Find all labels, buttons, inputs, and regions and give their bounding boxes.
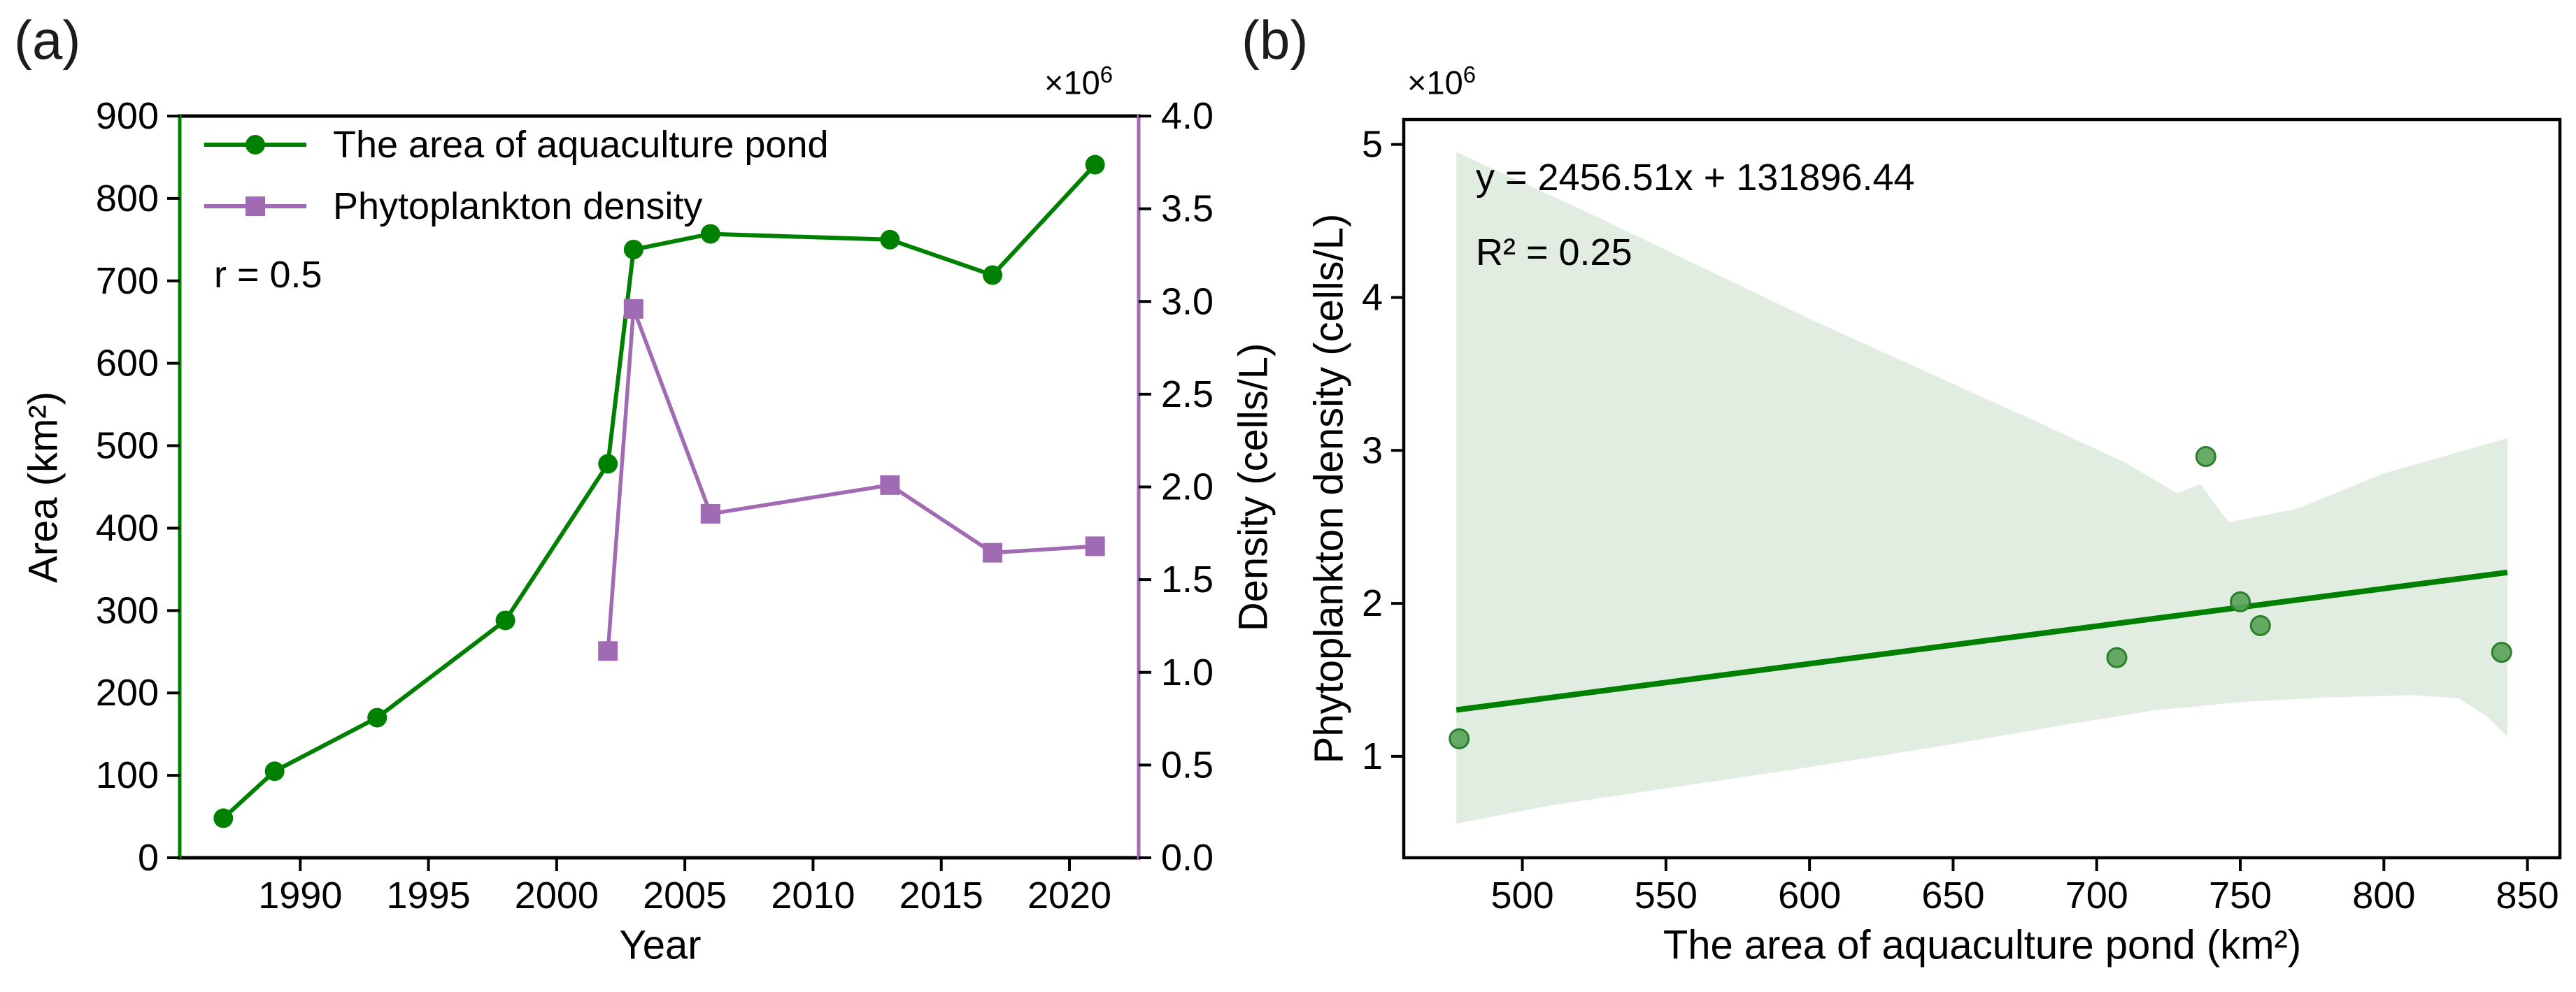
legend-line-circle-icon	[204, 135, 306, 154]
x-axis-label-a: Year	[619, 922, 702, 968]
svg-text:4.0: 4.0	[1161, 95, 1214, 137]
scatter-point-marker	[2491, 642, 2512, 663]
svg-text:0: 0	[138, 837, 159, 879]
svg-text:600: 600	[96, 343, 159, 384]
panel-b-scatter-chart: 1 2 3 4 5 500 550 600 650 700 750 800 850	[1362, 117, 2562, 916]
svg-text:200: 200	[96, 672, 159, 714]
area-point-marker	[213, 808, 234, 828]
legend-item-density: Phytoplankton density	[203, 175, 829, 237]
svg-text:2015: 2015	[899, 875, 983, 916]
y-axis-ticks-b: 1 2 3 4 5	[1362, 124, 1404, 777]
axis-b-offset-text: ×106	[1407, 62, 1476, 102]
y-axis-label-a-left: Area (km²)	[20, 391, 66, 583]
svg-text:1.5: 1.5	[1161, 559, 1214, 601]
r-squared-annotation: R² = 0.25	[1476, 231, 1632, 273]
density-point-marker	[598, 641, 618, 661]
scatter-point-marker	[2230, 591, 2251, 612]
area-point-marker	[700, 224, 720, 244]
svg-text:1: 1	[1362, 735, 1383, 777]
legend: The area of aquaculture pond Phytoplankt…	[203, 114, 829, 237]
density-point-marker	[623, 299, 643, 319]
svg-text:800: 800	[2352, 875, 2415, 916]
scatter-point-marker	[1449, 728, 1470, 749]
svg-text:600: 600	[1778, 875, 1841, 916]
regression-line	[1456, 569, 2508, 713]
legend-item-area: The area of aquaculture pond	[203, 114, 829, 175]
density-point-marker	[983, 542, 1003, 563]
area-point-marker	[367, 707, 387, 728]
y-axis-label-a-right: Density (cells/L)	[1230, 343, 1276, 632]
svg-text:0.0: 0.0	[1161, 837, 1214, 879]
offset-base-a: ×10	[1044, 64, 1100, 101]
svg-text:0.5: 0.5	[1161, 744, 1214, 786]
x-axis-label-b: The area of aquaculture pond (km²)	[1663, 922, 2302, 968]
svg-text:750: 750	[2209, 875, 2272, 916]
density-point-marker	[700, 503, 720, 524]
svg-text:300: 300	[96, 589, 159, 631]
area-point-marker	[983, 265, 1003, 285]
svg-text:2010: 2010	[771, 875, 855, 916]
svg-text:700: 700	[96, 260, 159, 302]
scatter-point-marker	[2106, 647, 2128, 668]
y-axis-ticks-a-left: 0 100 200 300 400 500 600 700 800 900	[96, 95, 180, 879]
scatter-point-marker	[2195, 446, 2216, 468]
area-line-series	[213, 154, 1105, 828]
legend-label-density: Phytoplankton density	[333, 185, 703, 227]
area-point-marker	[623, 239, 643, 259]
x-axis-ticks-b: 500 550 600 650 700 750 800 850	[1491, 858, 2559, 916]
svg-text:3.0: 3.0	[1161, 280, 1214, 322]
svg-text:850: 850	[2496, 875, 2559, 916]
area-point-marker	[880, 229, 900, 250]
legend-line-square-icon	[204, 196, 306, 216]
svg-text:100: 100	[96, 754, 159, 796]
offset-exp-a: 6	[1100, 62, 1113, 87]
scatter-point-marker	[2249, 614, 2271, 636]
svg-text:2.0: 2.0	[1161, 466, 1214, 508]
axes-frame-b	[1402, 117, 2562, 860]
svg-text:1995: 1995	[387, 875, 471, 916]
y-axis-label-b: Phytoplankton density (cells/L)	[1306, 213, 1352, 764]
svg-text:2020: 2020	[1027, 875, 1111, 916]
svg-text:1.0: 1.0	[1161, 652, 1214, 693]
svg-text:3: 3	[1362, 429, 1383, 471]
svg-text:3.5: 3.5	[1161, 188, 1214, 230]
svg-text:2005: 2005	[643, 875, 727, 916]
panel-a-letter: (a)	[14, 9, 81, 71]
svg-text:800: 800	[96, 178, 159, 220]
density-point-marker	[880, 475, 900, 495]
correlation-annotation: r = 0.5	[214, 254, 322, 296]
offset-base-b: ×10	[1407, 64, 1463, 101]
legend-label-area: The area of aquaculture pond	[333, 124, 829, 166]
regression-equation: y = 2456.51x + 131896.44	[1476, 157, 1915, 199]
svg-text:5: 5	[1362, 124, 1383, 166]
axis-a-right-offset-text: ×106	[1044, 62, 1113, 102]
svg-text:2.5: 2.5	[1161, 373, 1214, 415]
svg-text:500: 500	[1491, 875, 1554, 916]
area-point-marker	[495, 610, 515, 631]
svg-text:2: 2	[1362, 582, 1383, 624]
svg-text:4: 4	[1362, 276, 1383, 318]
svg-text:2000: 2000	[515, 875, 599, 916]
density-point-marker	[1085, 536, 1105, 556]
density-line-series	[598, 299, 1105, 661]
panel-a-line-chart: 0 100 200 300 400 500 600 700 800 900 0.0 0.5 1.0 1.5…	[96, 95, 1214, 916]
svg-text:500: 500	[96, 425, 159, 467]
x-axis-ticks-a: 1990 1995 2000 2005 2010 2015 2020	[258, 858, 1111, 916]
area-point-marker	[1085, 154, 1105, 175]
area-point-marker	[264, 761, 285, 782]
scatter-points	[1449, 446, 2512, 749]
svg-text:550: 550	[1635, 875, 1698, 916]
svg-text:1990: 1990	[258, 875, 342, 916]
offset-exp-b: 6	[1463, 62, 1476, 87]
svg-text:700: 700	[2065, 875, 2128, 916]
confidence-band	[1456, 152, 2507, 824]
svg-text:900: 900	[96, 95, 159, 137]
panel-b-letter: (b)	[1241, 9, 1309, 71]
area-point-marker	[598, 454, 618, 474]
svg-text:650: 650	[1921, 875, 1984, 916]
y-axis-ticks-a-right: 0.0 0.5 1.0 1.5 2.0 2.5 3.0 3.5 4.0	[1139, 95, 1214, 879]
svg-text:400: 400	[96, 507, 159, 549]
